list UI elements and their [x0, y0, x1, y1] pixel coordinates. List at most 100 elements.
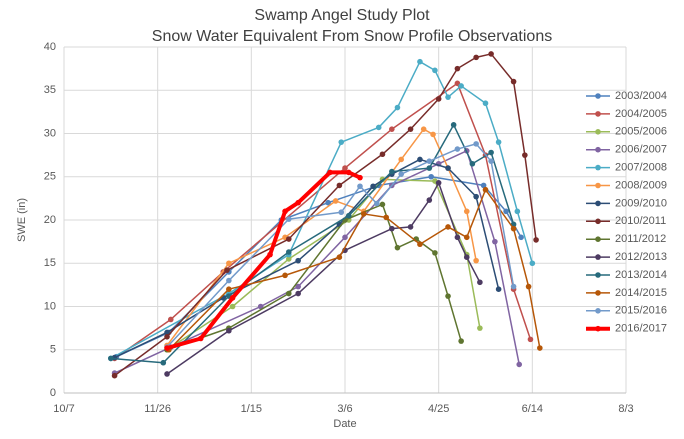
legend-marker [595, 146, 601, 153]
data-point [360, 211, 367, 217]
data-point [495, 139, 502, 145]
x-tick-label: 3/6 [337, 403, 352, 415]
data-point [229, 295, 236, 301]
legend-label: 2010/2011 [615, 215, 666, 227]
y-tick-label: 15 [44, 257, 56, 269]
data-point [454, 146, 461, 152]
legend-marker [595, 254, 601, 260]
data-point [510, 225, 517, 232]
legend-marker [595, 200, 601, 207]
data-point [458, 83, 464, 89]
data-point [445, 224, 451, 230]
data-point [332, 198, 339, 204]
data-point [336, 182, 343, 189]
legend-marker [595, 93, 601, 99]
data-point [445, 165, 451, 171]
data-point [435, 180, 442, 186]
data-point [295, 199, 301, 206]
series-line [166, 178, 481, 351]
y-tick-label: 10 [44, 300, 56, 312]
data-point [458, 338, 464, 344]
data-point [164, 371, 170, 377]
legend-marker [595, 290, 601, 296]
data-point [357, 174, 363, 181]
data-point [463, 208, 470, 215]
legend-marker [595, 129, 601, 135]
data-point [267, 251, 273, 258]
data-point [522, 152, 528, 158]
data-point [379, 151, 386, 158]
data-point [257, 303, 264, 310]
x-tick-label: 8/3 [618, 403, 633, 415]
data-point [111, 372, 118, 379]
x-tick-label: 4/25 [428, 403, 449, 415]
series-line [114, 53, 537, 377]
y-tick-label: 0 [50, 387, 56, 399]
data-point [295, 290, 301, 297]
data-point [492, 238, 498, 245]
x-tick-label: 11/26 [144, 403, 171, 415]
data-point [325, 199, 331, 206]
data-point [286, 236, 292, 242]
legend-label: 2015/2016 [615, 305, 667, 317]
data-point [338, 139, 345, 145]
data-point [224, 267, 230, 273]
legend-label: 2011/2012 [615, 233, 666, 245]
legend-label: 2005/2006 [615, 126, 667, 138]
data-point [286, 256, 292, 262]
chart-title: Swamp Angel Study Plot [254, 7, 430, 24]
data-point [445, 94, 451, 100]
data-point [473, 141, 479, 147]
data-point [229, 303, 236, 310]
data-point [407, 224, 414, 230]
legend-label: 2016/2017 [615, 323, 667, 335]
data-point [525, 283, 532, 290]
legend-label: 2008/2009 [615, 179, 667, 191]
series-line [166, 203, 462, 351]
data-point [160, 359, 167, 366]
data-point [407, 126, 414, 132]
data-point [398, 156, 405, 163]
data-point [480, 182, 487, 189]
data-point [473, 193, 479, 200]
data-point [430, 131, 436, 138]
data-point [336, 254, 343, 260]
data-point [164, 345, 170, 351]
data-point [514, 208, 521, 215]
data-point [488, 149, 494, 156]
series-line [114, 150, 520, 374]
data-point [164, 329, 170, 336]
data-point [450, 122, 457, 128]
data-point [282, 272, 288, 279]
data-point [282, 208, 288, 215]
y-axis-label: SWE (in) [16, 198, 28, 242]
data-point [482, 100, 489, 107]
data-point [370, 183, 376, 190]
data-point [477, 325, 483, 331]
data-point [286, 216, 292, 222]
legend-label: 2013/2014 [615, 269, 667, 281]
data-point [426, 165, 433, 171]
data-point [482, 186, 489, 193]
data-point [286, 290, 292, 297]
x-tick-label: 10/7 [53, 403, 74, 415]
legend-label: 2007/2008 [615, 162, 667, 174]
legend-marker [595, 182, 601, 189]
data-point [398, 171, 405, 177]
data-point [516, 361, 523, 368]
data-point [432, 250, 438, 256]
data-point [533, 237, 539, 243]
data-point [357, 183, 363, 190]
data-point [435, 96, 442, 102]
data-point [529, 260, 536, 267]
legend-marker [595, 164, 601, 171]
data-point [477, 279, 483, 286]
series-line [110, 60, 534, 360]
data-point [338, 209, 345, 216]
data-point [420, 126, 427, 132]
data-point [383, 214, 390, 221]
chart-subtitle: Snow Water Equivalent From Snow Profile … [152, 28, 552, 45]
data-point [164, 333, 170, 340]
y-tick-label: 30 [44, 127, 56, 139]
data-point [463, 254, 470, 260]
